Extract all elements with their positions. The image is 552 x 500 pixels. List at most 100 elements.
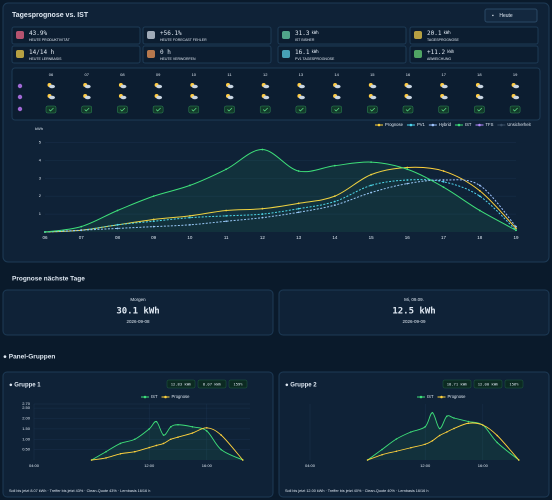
group-badge <box>442 379 472 389</box>
check-badge <box>224 105 235 114</box>
data-point <box>189 216 191 219</box>
data-point <box>406 166 409 169</box>
stat-value: +56.1% <box>160 30 182 37</box>
check-mark <box>334 107 340 112</box>
x-tick-label: 17 <box>441 235 447 240</box>
legend-label[interactable]: PV1 <box>417 122 426 127</box>
stat-icon <box>282 31 290 39</box>
weather-cloud <box>191 95 198 100</box>
x-tick-label: 04:00 <box>29 463 40 468</box>
legend-dot <box>478 123 481 127</box>
data-point <box>261 148 264 151</box>
forecast-card <box>2 289 274 336</box>
stat-card <box>11 26 141 45</box>
weather-cloud <box>156 84 163 89</box>
legend-label[interactable]: Prognose <box>448 394 467 399</box>
data-point <box>442 186 445 189</box>
stat-card <box>409 45 539 64</box>
data-point <box>170 438 172 441</box>
check-badge <box>402 105 414 114</box>
weather-hour: 18 <box>477 72 482 77</box>
stat-value: 20.1 kWh <box>427 30 451 37</box>
data-point <box>177 423 179 426</box>
x-tick-label: 09 <box>151 235 157 240</box>
weather-hour: 13 <box>299 72 304 77</box>
section-title: ● Panel-Gruppen <box>3 354 55 361</box>
stat-icon <box>16 31 24 39</box>
legend-label[interactable]: Hybrid <box>439 122 452 127</box>
legend-label[interactable]: IST <box>427 394 434 399</box>
stat-label: TAGESPROGNOSE <box>427 38 459 42</box>
weather-hour: 17 <box>441 72 446 77</box>
data-point <box>261 213 264 215</box>
weather-hour: 07 <box>84 72 89 77</box>
data-point <box>261 216 264 219</box>
data-point <box>370 173 372 176</box>
stat-card <box>409 26 539 45</box>
check-mark <box>370 107 376 112</box>
x-tick-label: 15 <box>369 235 375 240</box>
weather-cloud <box>513 84 520 89</box>
x-tick-label: 08 <box>115 235 121 240</box>
weather-cloud <box>263 84 270 89</box>
data-point <box>333 204 336 207</box>
weather-cloud <box>191 84 198 89</box>
dropdown[interactable] <box>484 8 538 23</box>
legend-label[interactable]: Unsicherheit <box>507 122 531 127</box>
weather-cloud <box>441 84 448 89</box>
data-point <box>446 431 448 433</box>
data-point <box>446 415 448 418</box>
data-point <box>189 214 191 217</box>
data-point <box>191 426 194 428</box>
legend-label[interactable]: TFS <box>485 122 493 127</box>
legend-label[interactable]: Prognose <box>385 122 404 127</box>
series-line <box>44 149 517 233</box>
dropdown-label[interactable]: Heute <box>499 13 513 19</box>
weather-cloud <box>477 84 484 89</box>
data-point <box>119 452 122 455</box>
panel-title: Tagesprognose vs. IST <box>12 12 89 19</box>
data-point <box>220 448 222 451</box>
data-point <box>297 202 300 205</box>
x-tick-label: 07 <box>79 235 85 240</box>
x-tick-label: 13 <box>296 235 302 240</box>
forecast-value: 30.1 kWh <box>116 307 159 317</box>
stat-icon <box>414 31 422 39</box>
check-badge <box>259 105 271 114</box>
y-tick-label: 4 <box>39 157 42 162</box>
data-point <box>148 446 150 449</box>
stat-icon <box>147 50 155 58</box>
legend-label[interactable]: Prognose <box>172 394 191 399</box>
x-tick-label: 10 <box>187 235 193 240</box>
x-tick-label: 04:00 <box>305 463 316 468</box>
legend-dot <box>457 123 461 127</box>
x-tick-label: 19 <box>513 235 519 240</box>
stat-label: PV1 TAGESPROGNOSE <box>295 57 335 61</box>
data-point <box>261 207 264 210</box>
y-tick-label: 3 <box>39 175 42 180</box>
data-point <box>155 444 158 447</box>
legend-label[interactable]: IST <box>465 122 472 127</box>
data-point <box>44 231 46 233</box>
data-point <box>206 430 208 432</box>
forecast-label: Mi, 09.09. <box>404 297 424 302</box>
stat-number: +11.2 <box>427 49 445 56</box>
check-mark <box>227 107 233 112</box>
legend-label[interactable]: IST <box>151 394 158 399</box>
weather-hour: 11 <box>227 72 232 77</box>
check-badge <box>117 105 128 114</box>
data-point <box>467 420 470 423</box>
y-tick-label: 1.00 <box>22 436 31 441</box>
row-icon <box>17 106 23 112</box>
forecast-value: 12.5 kWh <box>392 307 435 317</box>
data-point <box>482 424 484 426</box>
check-mark <box>298 107 304 112</box>
data-point <box>515 227 517 230</box>
weather-cloud <box>120 95 127 100</box>
series-area <box>91 421 243 460</box>
legend-dot <box>419 395 423 399</box>
data-point <box>431 411 434 414</box>
data-point <box>152 218 155 221</box>
group-badge-text: 12.83 kWh <box>171 381 192 386</box>
